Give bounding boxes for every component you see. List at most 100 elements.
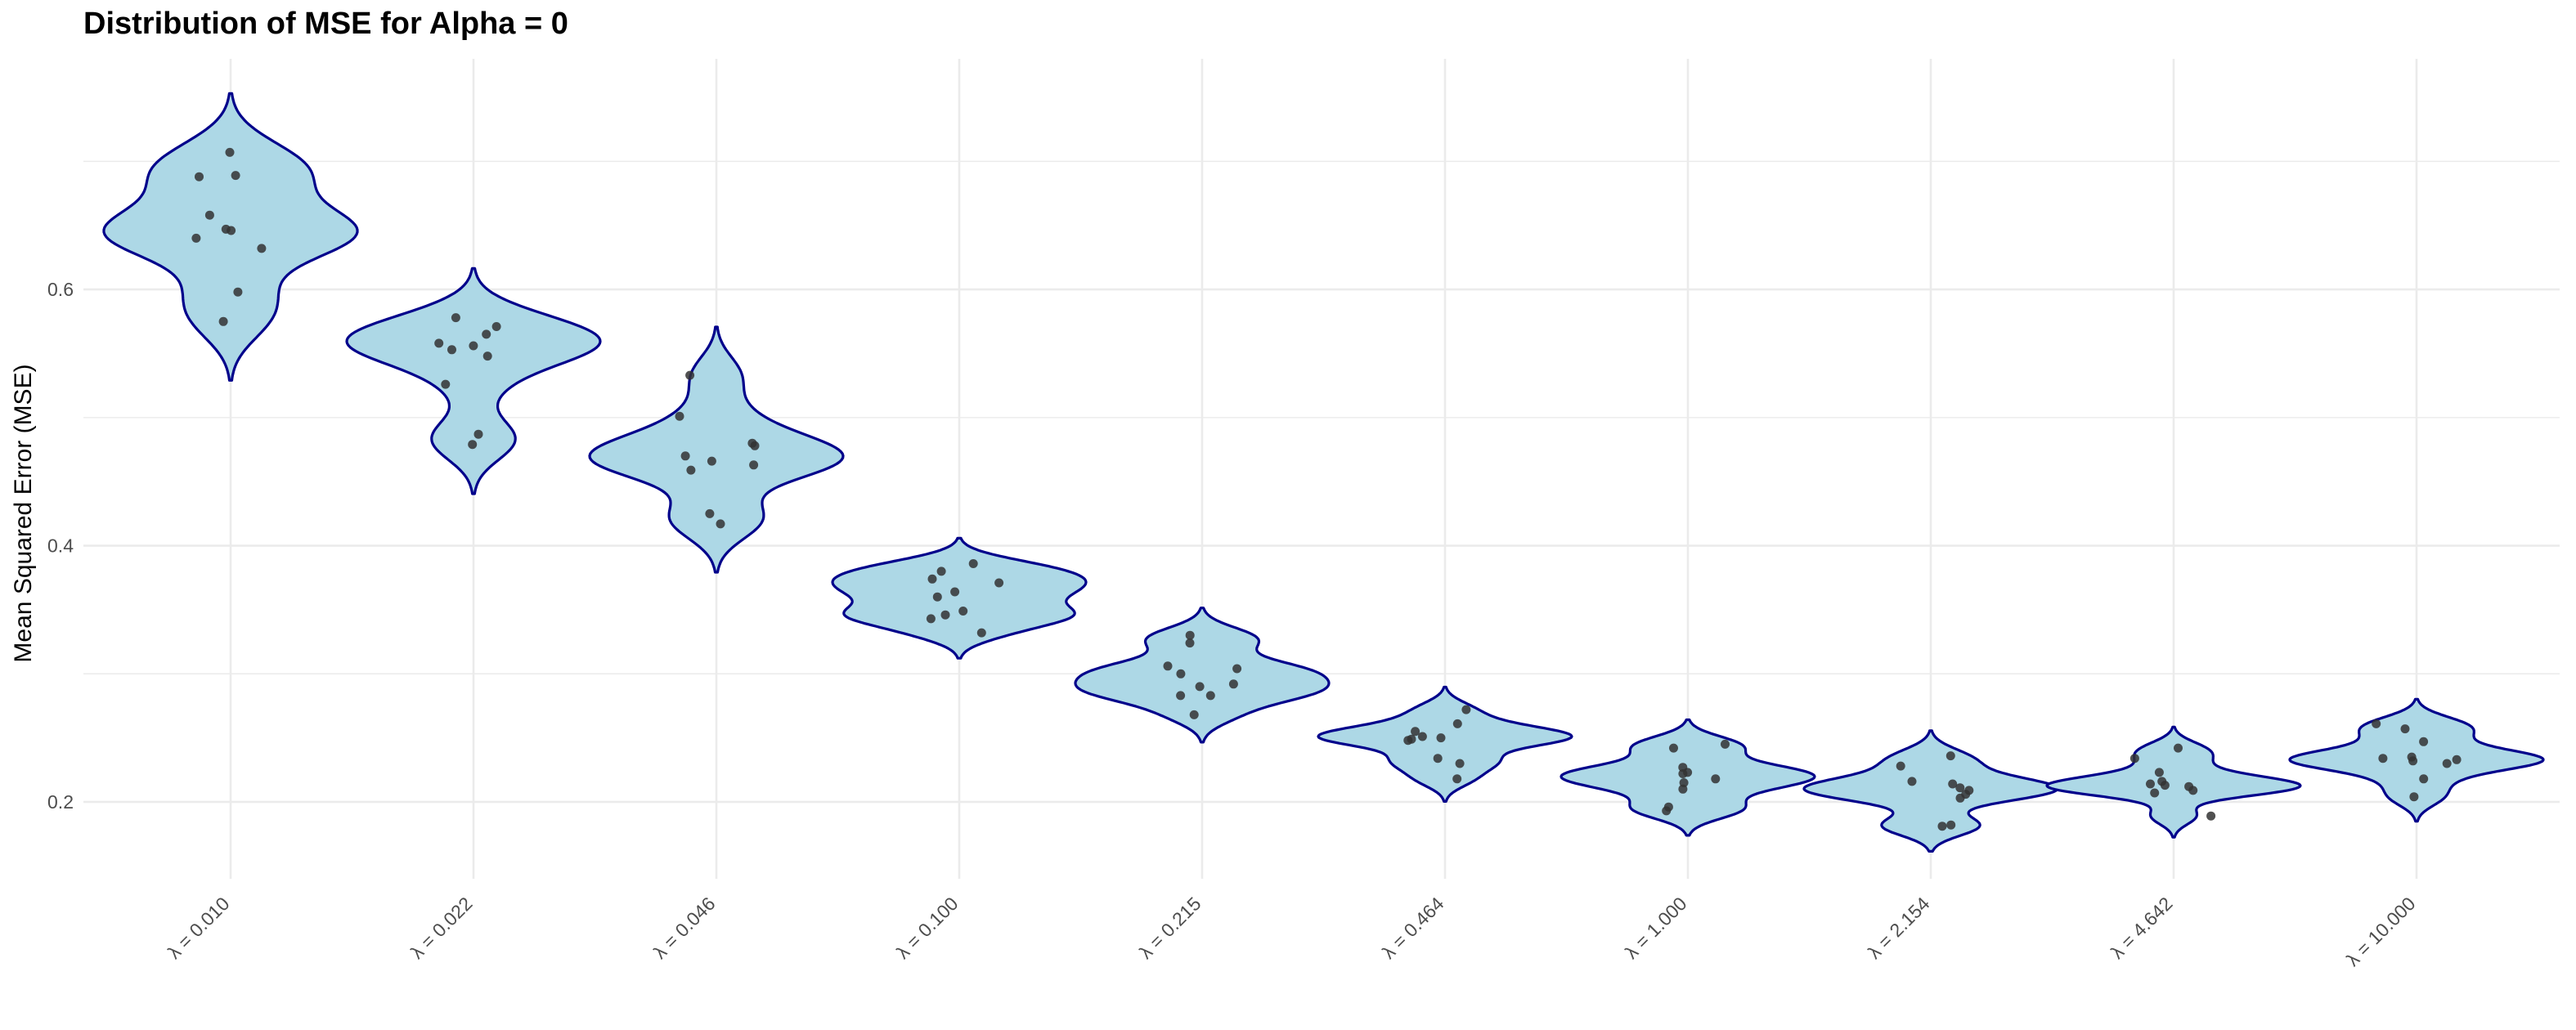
data-point — [2452, 755, 2462, 764]
data-point — [1185, 638, 1195, 648]
data-point — [257, 244, 267, 253]
data-point — [482, 352, 492, 361]
data-point — [2206, 811, 2216, 821]
data-point — [451, 313, 460, 323]
data-point — [195, 172, 204, 181]
data-point — [1937, 822, 1947, 831]
data-point — [434, 338, 444, 348]
x-tick-label: λ = 0.215 — [1135, 893, 1205, 963]
x-tick-label: λ = 0.022 — [406, 893, 477, 963]
data-point — [2419, 774, 2429, 784]
chart-title: Distribution of MSE for Alpha = 0 — [83, 7, 568, 41]
data-point — [976, 628, 986, 638]
data-point — [2400, 724, 2410, 734]
data-point — [1896, 761, 1905, 771]
data-point — [1195, 682, 1205, 692]
data-point — [685, 370, 695, 380]
data-point — [2146, 779, 2155, 789]
data-point — [750, 441, 760, 450]
data-point — [468, 440, 478, 450]
data-point — [932, 592, 942, 602]
data-point — [1176, 669, 1186, 678]
data-point — [1945, 751, 1955, 761]
data-point — [940, 610, 950, 620]
data-point — [1205, 691, 1215, 701]
data-point — [707, 456, 716, 466]
data-point — [2409, 792, 2419, 802]
data-point — [1711, 774, 1721, 784]
data-point — [926, 614, 936, 624]
data-point — [227, 226, 236, 235]
data-point — [1411, 727, 1420, 737]
data-point — [231, 171, 240, 181]
data-point — [447, 345, 456, 355]
data-point — [218, 316, 228, 326]
x-tick-label: λ = 0.100 — [892, 893, 963, 963]
data-point — [705, 508, 715, 518]
y-axis-ticks: 0.2 0.4 0.6 — [47, 279, 74, 813]
violin — [345, 266, 602, 495]
violins — [102, 92, 2545, 853]
data-point — [2372, 719, 2381, 728]
data-point — [469, 341, 478, 351]
data-point — [1669, 743, 1678, 753]
data-point — [1461, 705, 1471, 714]
data-point — [1721, 739, 1730, 749]
violin — [1074, 607, 1331, 744]
data-point — [1907, 777, 1917, 786]
violin — [102, 92, 359, 382]
data-point — [482, 329, 491, 339]
data-point — [1403, 736, 1413, 746]
data-point — [1948, 779, 1958, 789]
data-point — [1452, 774, 1462, 784]
x-tick-label: λ = 2.154 — [1864, 893, 1934, 963]
data-point — [2174, 743, 2183, 753]
data-point — [1678, 784, 1688, 794]
y-tick-label: 0.2 — [47, 791, 74, 813]
data-point — [1433, 754, 1443, 764]
y-tick-label: 0.4 — [47, 535, 74, 557]
violin — [1317, 685, 1573, 803]
data-point — [936, 566, 946, 576]
data-point — [968, 559, 978, 568]
data-point — [225, 147, 235, 157]
violin — [1802, 729, 2059, 853]
data-point — [1662, 806, 1672, 816]
data-point — [675, 411, 684, 421]
data-point — [1228, 679, 1238, 689]
data-point — [927, 574, 937, 584]
data-point — [1946, 820, 1956, 830]
data-point — [1185, 630, 1195, 640]
data-point — [2408, 756, 2418, 766]
data-point — [1163, 661, 1173, 671]
data-point — [1176, 691, 1186, 701]
data-point — [473, 429, 483, 439]
data-point — [191, 233, 201, 243]
data-point — [2188, 786, 2198, 795]
data-point — [2160, 781, 2170, 790]
violin — [831, 536, 1088, 660]
data-point — [204, 210, 214, 220]
data-point — [680, 451, 690, 461]
data-point — [2150, 788, 2160, 798]
data-point — [1452, 719, 1462, 728]
data-point — [1417, 732, 1427, 741]
data-point — [441, 379, 451, 389]
data-points — [191, 147, 2462, 831]
violin — [588, 325, 845, 574]
x-tick-label: λ = 1.000 — [1621, 893, 1691, 963]
data-point — [1455, 759, 1465, 768]
y-axis-title: Mean Squared Error (MSE) — [10, 364, 37, 662]
data-point — [1189, 710, 1199, 719]
data-point — [716, 519, 725, 529]
data-point — [950, 587, 960, 597]
data-point — [994, 578, 1004, 588]
data-point — [2129, 754, 2139, 764]
data-point — [233, 287, 243, 297]
x-tick-label: λ = 0.010 — [164, 893, 234, 963]
data-point — [1436, 733, 1446, 743]
x-tick-label: λ = 0.046 — [649, 893, 720, 963]
data-point — [1678, 769, 1688, 778]
x-axis-ticks: λ = 0.010 λ = 0.022 λ = 0.046 λ = 0.100 λ = … — [164, 893, 2420, 970]
